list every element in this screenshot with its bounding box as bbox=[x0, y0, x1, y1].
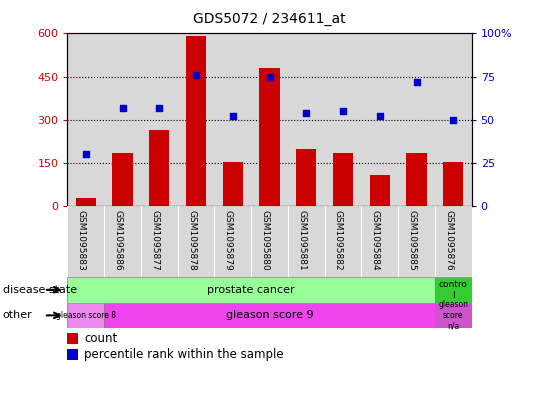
Text: GSM1095878: GSM1095878 bbox=[187, 210, 196, 271]
Bar bbox=[215, 33, 251, 206]
Bar bbox=[67, 33, 104, 206]
Bar bbox=[75, 198, 96, 206]
Text: GSM1095876: GSM1095876 bbox=[444, 210, 453, 271]
Bar bbox=[443, 162, 464, 206]
Text: GSM1095880: GSM1095880 bbox=[260, 210, 270, 271]
Bar bbox=[398, 206, 435, 277]
Point bbox=[302, 110, 310, 116]
Text: disease state: disease state bbox=[3, 285, 77, 295]
Text: GSM1095879: GSM1095879 bbox=[224, 210, 233, 271]
Bar bbox=[361, 206, 398, 277]
Point bbox=[265, 73, 274, 80]
Bar bbox=[141, 206, 178, 277]
Text: gleason score 9: gleason score 9 bbox=[226, 310, 313, 320]
Text: GSM1095885: GSM1095885 bbox=[407, 210, 417, 271]
Text: GSM1095882: GSM1095882 bbox=[334, 210, 343, 270]
Bar bbox=[435, 33, 472, 206]
Bar bbox=[67, 206, 104, 277]
Point bbox=[449, 117, 458, 123]
Text: GSM1095877: GSM1095877 bbox=[150, 210, 159, 271]
Bar bbox=[288, 206, 324, 277]
Point bbox=[412, 79, 421, 85]
Bar bbox=[104, 303, 435, 328]
Text: gleason
score
n/a: gleason score n/a bbox=[438, 301, 468, 330]
Bar bbox=[296, 149, 316, 206]
Bar bbox=[333, 153, 353, 206]
Point bbox=[338, 108, 347, 114]
Text: other: other bbox=[3, 310, 32, 320]
Bar bbox=[435, 303, 472, 328]
Bar bbox=[435, 277, 472, 303]
Text: prostate cancer: prostate cancer bbox=[208, 285, 295, 295]
Bar bbox=[178, 33, 215, 206]
Bar bbox=[223, 162, 243, 206]
Bar bbox=[215, 206, 251, 277]
Bar bbox=[67, 349, 78, 360]
Bar bbox=[141, 33, 178, 206]
Bar bbox=[67, 303, 104, 328]
Text: GSM1095886: GSM1095886 bbox=[114, 210, 122, 271]
Point bbox=[118, 105, 127, 111]
Bar bbox=[324, 206, 361, 277]
Bar bbox=[186, 36, 206, 206]
Bar bbox=[324, 33, 361, 206]
Bar bbox=[149, 130, 169, 206]
Bar bbox=[104, 33, 141, 206]
Point bbox=[229, 113, 237, 119]
Text: gleason score 8: gleason score 8 bbox=[56, 311, 116, 320]
Text: GSM1095883: GSM1095883 bbox=[77, 210, 86, 271]
Text: GSM1095881: GSM1095881 bbox=[297, 210, 306, 271]
Point bbox=[81, 151, 90, 158]
Bar bbox=[67, 333, 78, 344]
Bar bbox=[370, 174, 390, 206]
Bar bbox=[178, 206, 215, 277]
Point bbox=[192, 72, 201, 78]
Bar bbox=[251, 206, 288, 277]
Bar bbox=[435, 206, 472, 277]
Bar bbox=[104, 206, 141, 277]
Bar bbox=[259, 68, 280, 206]
Bar bbox=[251, 33, 288, 206]
Text: percentile rank within the sample: percentile rank within the sample bbox=[84, 348, 284, 361]
Text: count: count bbox=[84, 332, 118, 345]
Bar bbox=[288, 33, 324, 206]
Bar bbox=[406, 153, 426, 206]
Point bbox=[155, 105, 163, 111]
Bar bbox=[113, 153, 133, 206]
Text: contro
l: contro l bbox=[439, 280, 468, 299]
Text: GDS5072 / 234611_at: GDS5072 / 234611_at bbox=[193, 12, 346, 26]
Bar bbox=[398, 33, 435, 206]
Point bbox=[376, 113, 384, 119]
Text: GSM1095884: GSM1095884 bbox=[371, 210, 380, 270]
Bar bbox=[361, 33, 398, 206]
